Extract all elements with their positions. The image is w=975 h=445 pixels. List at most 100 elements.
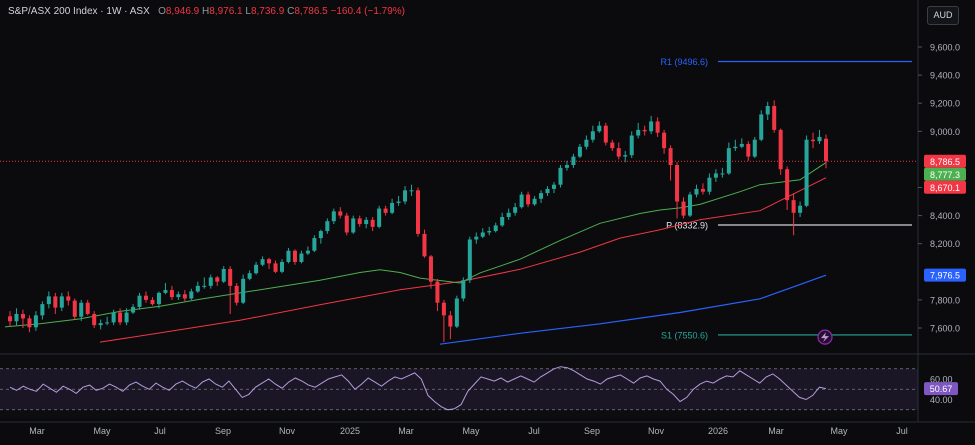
- candle-body: [92, 313, 97, 326]
- high-label: H: [202, 6, 210, 17]
- time-tick-label: Jul: [896, 426, 908, 436]
- candle-body: [441, 302, 446, 316]
- candle-body: [733, 146, 738, 149]
- price-tick-label: 9,000.0: [930, 127, 960, 137]
- price-tick-label: 9,200.0: [930, 99, 960, 109]
- candle-body: [616, 148, 621, 157]
- time-tick-label: May: [462, 426, 480, 436]
- price-tick-label: 7,600.0: [930, 324, 960, 334]
- candle-body: [357, 218, 362, 225]
- candle-body: [59, 296, 64, 308]
- candle-body: [623, 155, 628, 157]
- time-tick-label: May: [830, 426, 848, 436]
- candle-body: [668, 148, 673, 166]
- close-label: C: [287, 6, 295, 17]
- candle-body: [506, 212, 511, 218]
- candle-body: [409, 190, 414, 192]
- time-tick-label: Mar: [29, 426, 45, 436]
- candle-body: [545, 188, 550, 194]
- candle-body: [649, 121, 654, 132]
- rsi-tick-label: 60.00: [930, 375, 953, 385]
- candle-body: [474, 236, 479, 240]
- candle-body: [33, 315, 38, 328]
- time-tick-label: Nov: [279, 426, 296, 436]
- candle-body: [383, 208, 388, 213]
- candle-body: [707, 177, 712, 192]
- price-badge-label: 8,670.1: [930, 183, 960, 193]
- price-tick-label: 8,400.0: [930, 211, 960, 221]
- candle-body: [823, 138, 829, 162]
- candle-body: [603, 125, 608, 143]
- candle-body: [519, 194, 524, 208]
- candle-body: [234, 285, 239, 303]
- candle-body: [286, 250, 291, 262]
- candle-body: [500, 217, 505, 226]
- candle-body: [260, 259, 265, 265]
- candle-body: [85, 302, 90, 314]
- ma-fast-line: [4, 162, 827, 328]
- candle-body: [577, 146, 582, 157]
- candle-body: [804, 139, 809, 206]
- price-tick-label: 8,200.0: [930, 239, 960, 249]
- candle-body: [811, 139, 816, 142]
- candle-body: [590, 131, 595, 140]
- time-tick-label: May: [93, 426, 111, 436]
- candle-body: [370, 219, 375, 227]
- candle-body: [189, 291, 194, 299]
- candle-body: [338, 211, 343, 216]
- candle-body: [662, 132, 667, 149]
- candle-body: [176, 294, 181, 298]
- price-badge: [924, 167, 966, 181]
- time-tick-label: Mar: [398, 426, 414, 436]
- high-value: 8,976.1: [209, 6, 243, 17]
- candle-body: [551, 184, 557, 189]
- candle-body: [403, 190, 408, 202]
- candle-body: [344, 215, 349, 233]
- candle-body: [772, 106, 777, 130]
- candle-body: [655, 121, 660, 133]
- ma-slow-line: [439, 274, 827, 345]
- candle-body: [629, 135, 634, 156]
- candle-body: [487, 231, 492, 233]
- candle-body: [72, 300, 77, 317]
- open-label: O: [158, 6, 166, 17]
- candle-body: [267, 259, 272, 264]
- candle-body: [415, 190, 421, 234]
- candle-body: [428, 256, 433, 282]
- candle-body: [27, 318, 32, 328]
- candle-body: [156, 292, 161, 305]
- candle-body: [564, 165, 569, 168]
- rsi-line: [9, 366, 827, 411]
- candle-body: [20, 313, 25, 319]
- candle-body: [7, 316, 13, 322]
- candle-body: [739, 143, 744, 147]
- candle-body: [228, 268, 233, 286]
- candle-body: [131, 306, 136, 313]
- candle-body: [765, 106, 770, 115]
- candle-body: [513, 207, 518, 213]
- currency-button[interactable]: AUD: [927, 6, 959, 25]
- candle-body: [53, 296, 58, 308]
- candle-body: [422, 233, 427, 257]
- time-tick-label: Nov: [648, 426, 665, 436]
- candle-body: [448, 315, 453, 327]
- candle-body: [467, 239, 472, 281]
- price-badge: [924, 180, 966, 194]
- candle-body: [137, 295, 142, 307]
- candle-body: [454, 298, 459, 327]
- candle-body: [150, 299, 155, 305]
- candle-body: [14, 313, 19, 322]
- candle-body: [208, 277, 213, 286]
- symbol-name[interactable]: S&P/ASX 200 Index · 1W · ASX: [8, 6, 150, 17]
- candle-body: [215, 277, 220, 282]
- price-tick-label: 9,400.0: [930, 71, 960, 81]
- candle-body: [558, 167, 563, 185]
- candle-body: [221, 268, 226, 282]
- candle-body: [720, 173, 725, 175]
- candle-body: [105, 322, 110, 324]
- candle-body: [98, 323, 103, 326]
- candle-body: [791, 200, 796, 213]
- candle-body: [461, 280, 466, 299]
- change-value: −160.4 (−1.79%): [330, 6, 406, 17]
